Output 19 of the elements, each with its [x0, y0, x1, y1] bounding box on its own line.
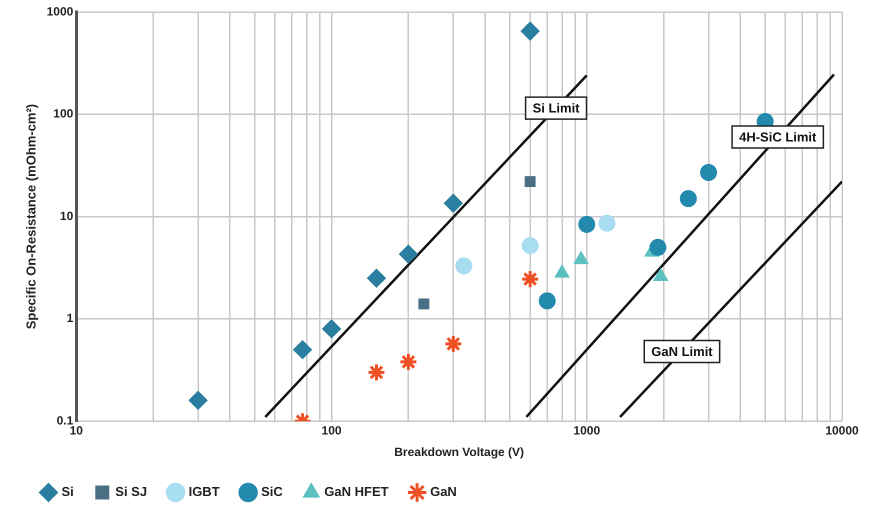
annotation: 4H-SiC Limit	[739, 130, 818, 145]
legend-label: SiC	[261, 484, 284, 500]
legend-label: Si SJ	[115, 484, 148, 500]
x-tick-label: 10	[70, 424, 84, 438]
x-tick-label: 10000	[825, 424, 860, 438]
y-axis-title: Specific On-Resistance (mOhm-cm²)	[23, 104, 38, 330]
annotation: GaN Limit	[651, 344, 714, 360]
x-tick-label: 100	[322, 424, 342, 438]
y-tick-label: 10	[60, 208, 74, 223]
y-tick-label: 1	[66, 311, 74, 326]
x-axis-title: Breakdown Voltage (V)	[394, 445, 524, 460]
legend-label: GaN HFET	[324, 484, 389, 500]
legend-label: GaN	[430, 484, 457, 500]
legend-label: Si	[62, 484, 74, 500]
x-tick-label: 1000	[573, 424, 600, 438]
y-tick-label: 1000	[46, 4, 74, 18]
y-tick-label: 100	[53, 106, 74, 121]
legend-label: IGBT	[188, 484, 220, 500]
annotation: Si Limit	[532, 100, 580, 116]
